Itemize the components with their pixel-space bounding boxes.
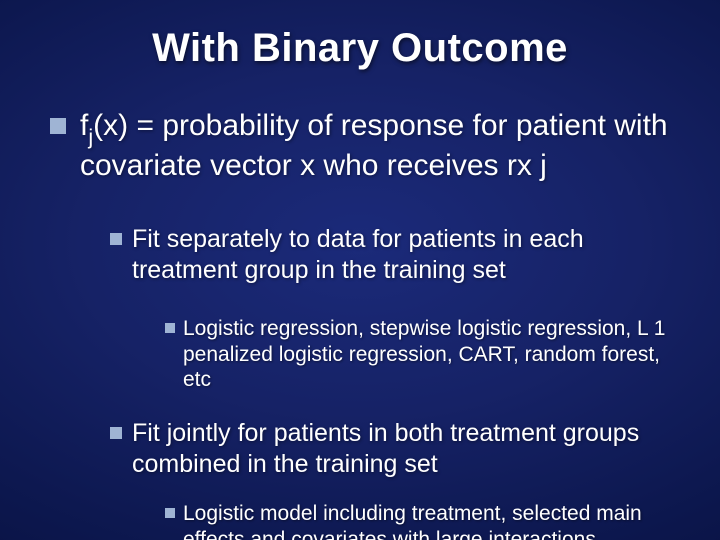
level2-text-0: Fit separately to data for patients in e… (132, 224, 688, 286)
bullet-level2-1: Fit jointly for patients in both treatme… (110, 418, 688, 480)
bullet-level2-0: Fit separately to data for patients in e… (110, 224, 688, 286)
level1-rest: (x) = probability of response for patien… (80, 109, 668, 182)
square-bullet-icon (165, 508, 175, 518)
bullet-level1: fj(x) = probability of response for pati… (50, 108, 700, 185)
square-bullet-icon (50, 118, 66, 134)
level3-text-0: Logistic regression, stepwise logistic r… (183, 316, 693, 393)
square-bullet-icon (110, 427, 122, 439)
level2-text-1: Fit jointly for patients in both treatme… (132, 418, 688, 480)
level3-text-1: Logistic model including treatment, sele… (183, 501, 693, 540)
square-bullet-icon (165, 323, 175, 333)
bullet-level3-1: Logistic model including treatment, sele… (165, 501, 693, 540)
func-subscript: j (88, 124, 93, 149)
bullet-level3-0: Logistic regression, stepwise logistic r… (165, 316, 693, 393)
slide-title: With Binary Outcome (0, 0, 720, 71)
square-bullet-icon (110, 233, 122, 245)
level1-text: fj(x) = probability of response for pati… (80, 108, 700, 185)
